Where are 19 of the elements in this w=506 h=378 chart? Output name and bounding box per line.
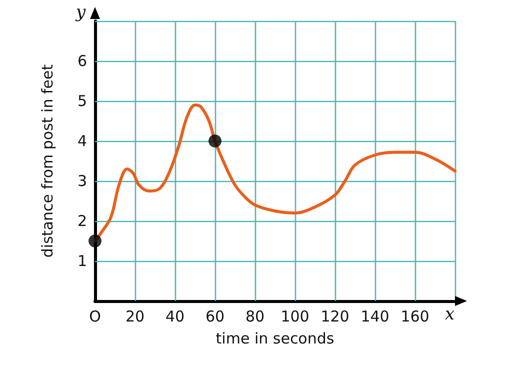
y-tick-label: 1 (77, 252, 87, 270)
y-tick-label: 2 (77, 212, 87, 230)
x-tick-label: 80 (245, 308, 265, 326)
y-tick-label: 4 (77, 132, 87, 150)
x-tick-label: 160 (400, 308, 430, 326)
y-axis-title: distance from post in feet (38, 64, 56, 258)
text: y (75, 2, 86, 22)
x-tick-label: 40 (165, 308, 185, 326)
x-tick-label: 120 (320, 308, 350, 326)
x-tick-label: O (89, 308, 101, 326)
y-tick-label: 6 (77, 52, 87, 70)
x-tick-label: 60 (205, 308, 225, 326)
y-tick-label: 5 (77, 92, 87, 110)
x-axis-title: time in seconds (216, 330, 334, 348)
x-tick-label: 100 (280, 308, 310, 326)
text: x (445, 304, 455, 324)
y-tick-label: 3 (77, 172, 87, 190)
x-tick-label: 20 (125, 308, 145, 326)
x-tick-label: 140 (360, 308, 390, 326)
